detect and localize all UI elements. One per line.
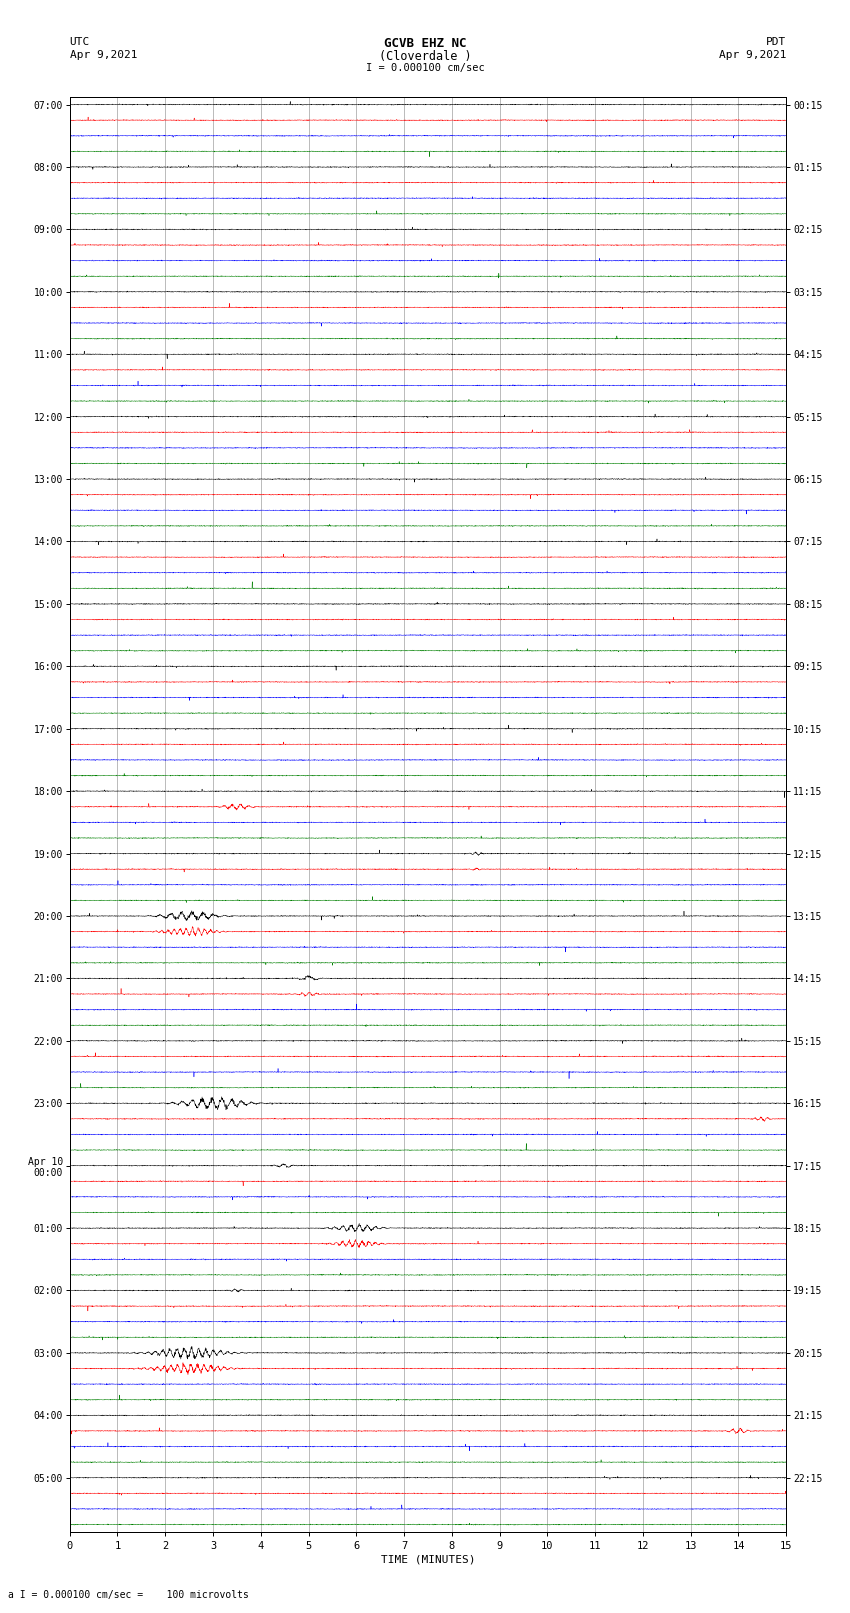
- X-axis label: TIME (MINUTES): TIME (MINUTES): [381, 1555, 475, 1565]
- Text: Apr 9,2021: Apr 9,2021: [719, 50, 786, 60]
- Text: Apr 9,2021: Apr 9,2021: [70, 50, 137, 60]
- Text: I = 0.000100 cm/sec: I = 0.000100 cm/sec: [366, 63, 484, 73]
- Text: (Cloverdale ): (Cloverdale ): [379, 50, 471, 63]
- Text: GCVB EHZ NC: GCVB EHZ NC: [383, 37, 467, 50]
- Text: a I = 0.000100 cm/sec =    100 microvolts: a I = 0.000100 cm/sec = 100 microvolts: [8, 1590, 249, 1600]
- Text: PDT: PDT: [766, 37, 786, 47]
- Text: UTC: UTC: [70, 37, 90, 47]
